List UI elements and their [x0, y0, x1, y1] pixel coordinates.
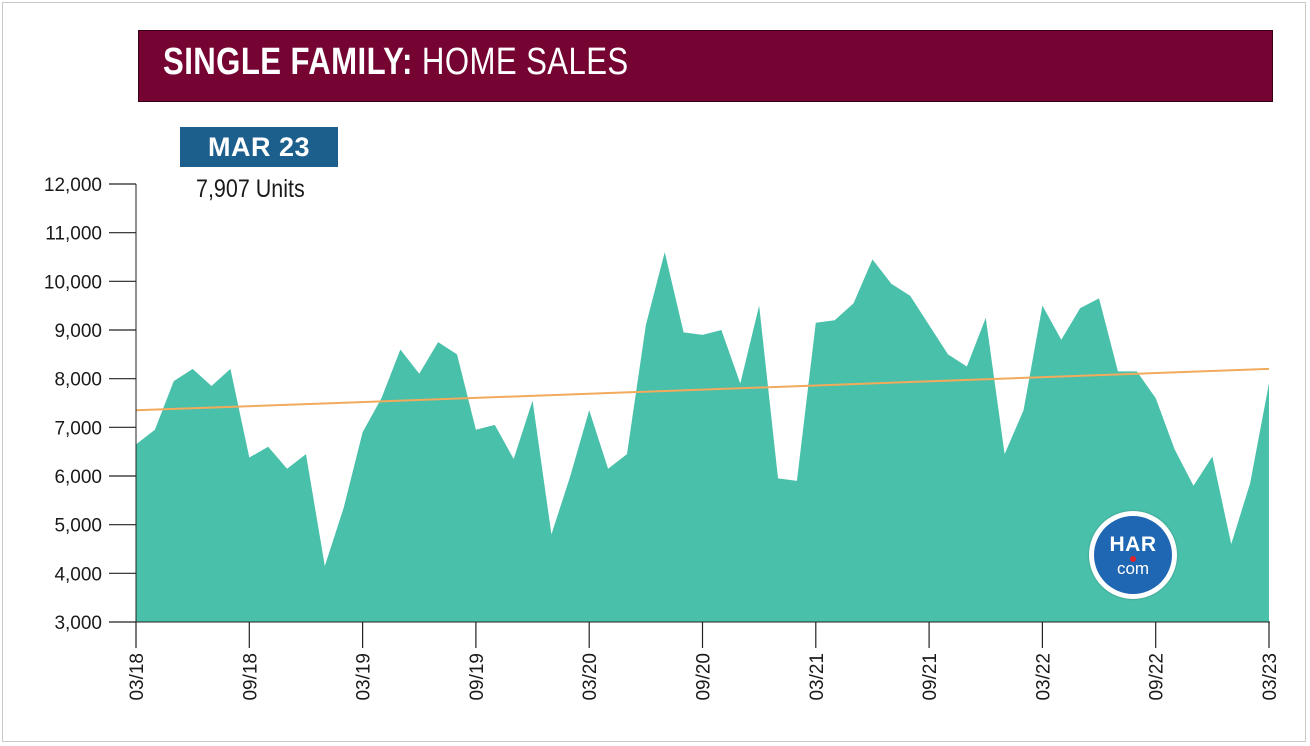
x-tick-label: 09/21: [920, 653, 941, 701]
callout-units-value: 7,907 Units: [196, 175, 305, 203]
x-tick-label: 09/19: [467, 653, 488, 701]
x-tick-label: 03/19: [354, 653, 375, 701]
y-tick-label: 6,000: [54, 467, 102, 488]
area-fill: [136, 252, 1269, 622]
x-tick-label: 03/23: [1260, 653, 1281, 701]
y-tick-label: 8,000: [54, 370, 102, 391]
har-logo-dot: [1130, 556, 1136, 562]
y-tick-label: 10,000: [44, 272, 102, 293]
x-tick-label: 09/20: [694, 653, 715, 701]
y-tick-label: 4,000: [54, 564, 102, 585]
y-tick-label: 9,000: [54, 321, 102, 342]
chart-canvas: 3,000 4,000 5,000 6,000 7,000 8,000 9,000 10,00…: [44, 175, 1281, 701]
trend-line: [135, 367, 1270, 412]
chart-title-bold: SINGLE FAMILY:: [163, 41, 413, 83]
y-tick-label: 5,000: [54, 516, 102, 537]
y-tick-label: 7,000: [54, 418, 102, 439]
x-tick-label: 03/20: [580, 653, 601, 701]
har-logo: HAR com: [1089, 511, 1177, 599]
har-logo-com-text: com: [1116, 559, 1150, 578]
y-axis: 3,000 4,000 5,000 6,000 7,000 8,000 9,000 10,00…: [44, 175, 137, 634]
x-tick-label: 03/21: [807, 653, 828, 701]
x-tick-label: 03/22: [1033, 653, 1054, 701]
callout-month-badge: MAR 23: [180, 127, 338, 167]
har-logo-circle: HAR com: [1094, 516, 1172, 594]
y-tick-label: 12,000: [44, 175, 102, 196]
chart-title-light: HOME SALES: [421, 41, 629, 83]
area-series: [136, 252, 1269, 622]
y-tick-label: 3,000: [54, 613, 102, 634]
har-logo-text: HAR: [1109, 533, 1157, 556]
chart-title-bar: SINGLE FAMILY: HOME SALES: [138, 30, 1273, 102]
y-tick-label: 11,000: [45, 224, 102, 245]
x-tick-label: 09/22: [1147, 653, 1168, 701]
trend-line-group: [135, 367, 1270, 412]
x-tick-label: 03/18: [127, 653, 148, 701]
chart-title: SINGLE FAMILY: HOME SALES: [163, 41, 629, 84]
x-axis: 03/18 09/18 03/19 09/19 03/20 09/20 03/21 09/21…: [127, 621, 1281, 701]
x-tick-label: 09/18: [240, 653, 261, 701]
